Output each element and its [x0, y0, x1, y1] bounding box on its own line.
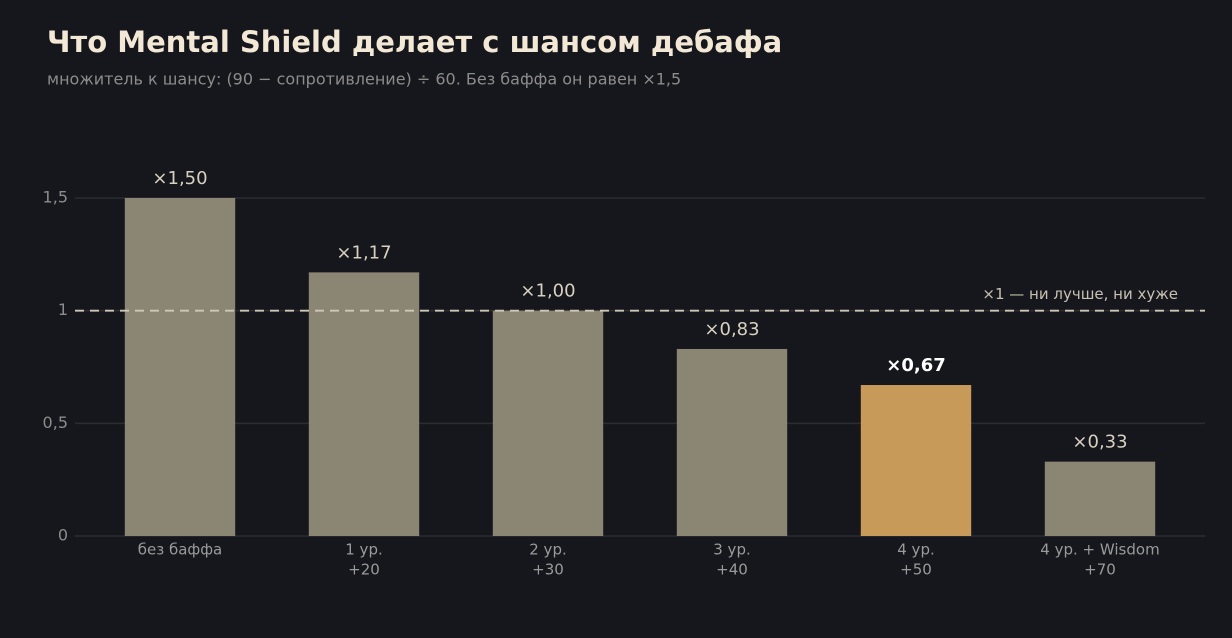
x-tick-label: 3 ур.: [713, 541, 750, 559]
chart-subtitle: множитель к шансу: (90 − сопротивление) …: [47, 70, 681, 89]
y-tick-label: 1,5: [43, 188, 68, 207]
value-label: ×1,17: [336, 242, 391, 263]
y-tick-label: 0,5: [43, 413, 68, 432]
x-tick-label: +30: [532, 561, 564, 579]
bar: [1044, 461, 1156, 536]
bar: [860, 385, 972, 536]
bar: [676, 348, 788, 536]
x-tick-label: +70: [1084, 561, 1116, 579]
value-label: ×0,83: [704, 319, 759, 340]
value-label: ×0,67: [886, 355, 946, 376]
bar: [124, 198, 236, 536]
x-tick-label: 1 ур.: [345, 541, 382, 559]
x-tick-label: 4 ур.: [897, 541, 934, 559]
x-tick-label: без баффа: [138, 541, 223, 559]
reference-label: ×1 — ни лучше, ни хуже: [982, 285, 1178, 303]
value-label: ×1,00: [520, 281, 575, 302]
value-label: ×0,33: [1072, 432, 1127, 453]
x-tick-label: 2 ур.: [529, 541, 566, 559]
x-tick-label: +20: [348, 561, 380, 579]
x-tick-label: +40: [716, 561, 748, 579]
chart-title: Что Mental Shield делает с шансом дебафа: [47, 25, 782, 59]
bar: [492, 310, 604, 536]
bar: [308, 272, 420, 536]
y-tick-label: 1: [58, 300, 68, 319]
x-tick-label: 4 ур. + Wisdom: [1040, 541, 1159, 559]
y-tick-label: 0: [58, 526, 68, 545]
value-label: ×1,50: [152, 168, 207, 189]
x-tick-label: +50: [900, 561, 932, 579]
